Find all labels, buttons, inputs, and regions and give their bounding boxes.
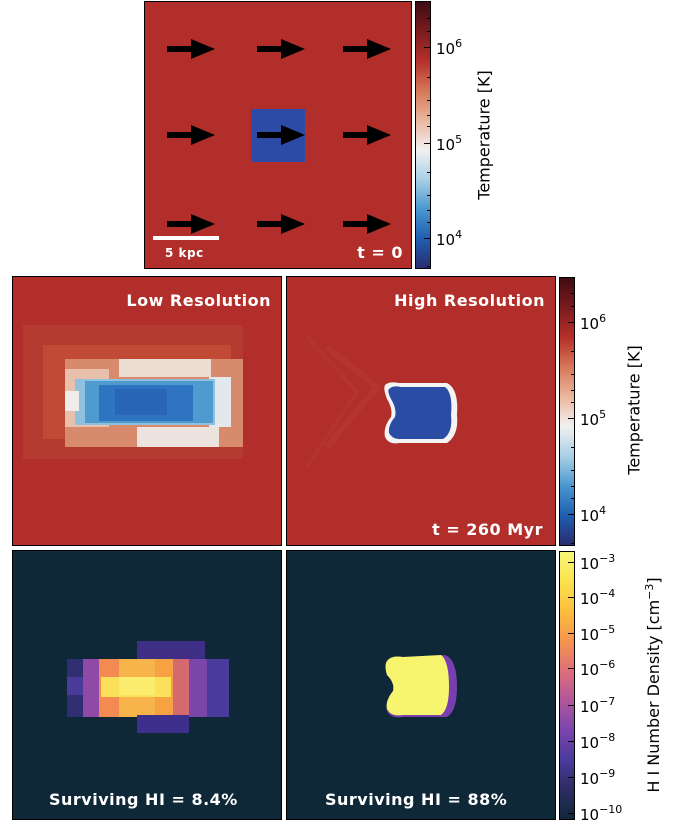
high-res-title: High Resolution <box>394 291 545 310</box>
wind-arrow-icon <box>343 39 391 59</box>
hi-density-tick-1e-5: 10−5 <box>580 623 616 644</box>
temperature-tick-1e6: 106 <box>436 37 463 58</box>
high-res-hi-map <box>287 551 555 819</box>
wind-arrow-icon <box>343 214 391 234</box>
temperature-tick-1e5: 105 <box>580 408 607 429</box>
temperature-tick-1e4: 104 <box>436 228 463 249</box>
wind-arrows <box>167 39 391 234</box>
wind-arrow-icon <box>343 125 391 145</box>
wind-arrow-icon <box>257 39 305 59</box>
temperature-tick-1e6: 106 <box>580 312 607 333</box>
hi-density-tick-1e-9: 10−9 <box>580 767 616 788</box>
cold-cloud <box>388 386 452 440</box>
temperature-tick-1e4: 104 <box>580 504 607 525</box>
low-res-title: Low Resolution <box>126 291 271 310</box>
wind-arrow-icon <box>257 214 305 234</box>
hi-density-tick-1e-4: 10−4 <box>580 587 616 608</box>
temperature-colorbar-label: Temperature [K] <box>474 70 494 200</box>
hi-density-tick-1e-3: 10−3 <box>580 552 616 573</box>
initial-temperature-panel: 5 kpc t = 0 <box>144 1 412 269</box>
scale-bar <box>153 236 219 240</box>
low-res-temperature-map <box>13 277 281 545</box>
high-res-hi-caption: Surviving HI = 88% <box>325 790 508 809</box>
time-label: t = 260 Myr <box>432 520 543 539</box>
time-label: t = 0 <box>357 243 403 262</box>
hi-density-tick-1e-7: 10−7 <box>580 695 616 716</box>
surviving-cloud <box>385 655 449 716</box>
high-res-temperature-map <box>287 277 555 545</box>
low-res-hi-panel: Surviving HI = 8.4% <box>12 550 282 820</box>
hi-density-colorbar <box>559 551 575 820</box>
hi-density-tick-1e-8: 10−8 <box>580 731 616 752</box>
initial-temperature-map <box>145 2 411 268</box>
low-res-hi-caption: Surviving HI = 8.4% <box>49 790 238 809</box>
temperature-colorbar-label: Temperature [K] <box>624 345 644 475</box>
temperature-colorbar-top <box>415 1 431 269</box>
high-res-hi-panel: Surviving HI = 88% <box>286 550 556 820</box>
high-res-temperature-panel: High Resolution t = 260 Myr <box>286 276 556 546</box>
hi-density-tick-1e-6: 10−6 <box>580 658 616 679</box>
temperature-tick-1e5: 105 <box>436 133 463 154</box>
hi-density-colorbar-label: H I Number Density [cm−3] <box>643 577 663 793</box>
scale-bar-label: 5 kpc <box>165 246 204 260</box>
wind-arrow-icon <box>167 214 215 234</box>
wind-arrow-icon <box>167 125 215 145</box>
wind-arrow-icon <box>257 125 305 145</box>
hi-density-tick-1e-10: 10−10 <box>580 803 623 824</box>
low-res-temperature-panel: Low Resolution <box>12 276 282 546</box>
temperature-colorbar-mid <box>559 277 575 546</box>
low-res-hi-map <box>13 551 281 819</box>
wind-arrow-icon <box>167 39 215 59</box>
